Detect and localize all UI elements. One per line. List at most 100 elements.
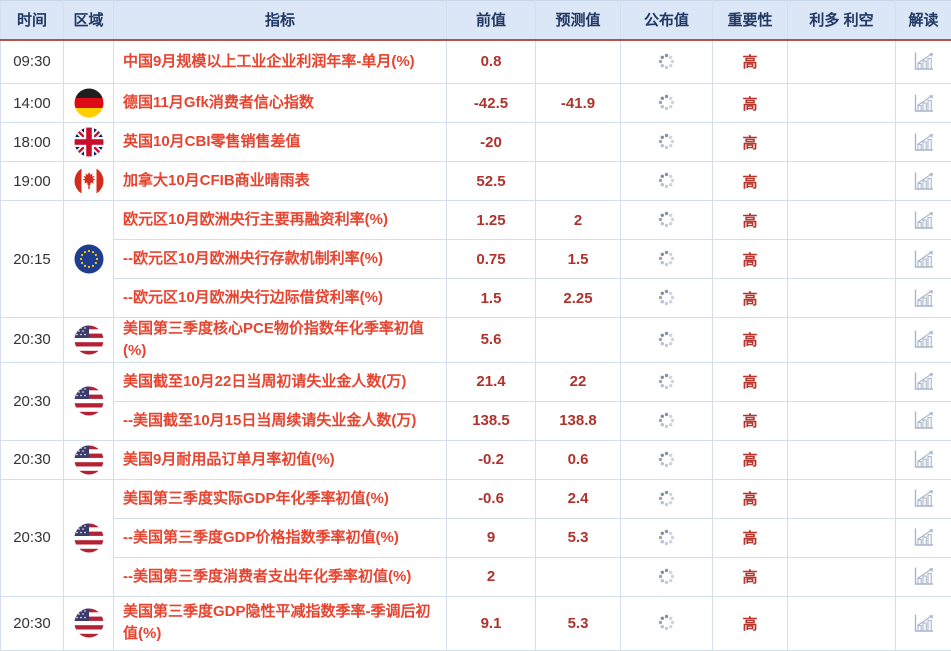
previous-value: 52.5 [447,162,536,201]
importance-badge: 高 [713,40,788,84]
loading-spinner-icon [665,60,668,63]
bull-bear-cell [788,123,896,162]
interpret-cell[interactable] [896,279,951,318]
table-row: --欧元区10月欧洲央行存款机制利率(%) 0.75 1.5 高 [1,240,951,279]
previous-value: 5.6 [447,318,536,363]
flag-canada-icon [74,166,104,196]
indicator-cell[interactable]: 中国9月规模以上工业企业利润年率-单月(%) [114,40,447,84]
bull-bear-cell [788,318,896,363]
trend-chart-icon [912,449,936,470]
trend-chart-icon [912,51,936,72]
published-value-cell [621,201,713,240]
loading-spinner-icon [665,179,668,182]
trend-chart-icon [912,210,936,231]
flag-usa-icon [74,445,104,475]
interpret-cell[interactable] [896,479,951,518]
published-value-cell [621,240,713,279]
interpret-cell[interactable] [896,557,951,596]
interpret-cell[interactable] [896,162,951,201]
interpret-cell[interactable] [896,40,951,84]
forecast-value [536,40,621,84]
importance-badge: 高 [713,596,788,650]
published-value-cell [621,557,713,596]
interpret-cell[interactable] [896,362,951,401]
published-value-cell [621,362,713,401]
region-cell [64,84,114,123]
indicator-cell[interactable]: 欧元区10月欧洲央行主要再融资利率(%) [114,201,447,240]
previous-value: 0.8 [447,40,536,84]
forecast-value [536,162,621,201]
interpret-cell[interactable] [896,240,951,279]
interpret-cell[interactable] [896,318,951,363]
interpret-cell[interactable] [896,401,951,440]
previous-value: -20 [447,123,536,162]
time-cell: 20:30 [1,318,64,363]
trend-chart-icon [912,93,936,114]
previous-value: 138.5 [447,401,536,440]
loading-spinner-icon [665,218,668,221]
indicator-cell[interactable]: 美国截至10月22日当周初请失业金人数(万) [114,362,447,401]
col-header-forecast: 预测值 [536,1,621,40]
published-value-cell [621,479,713,518]
table-row: 20:30 美国截至10月22日当周初请失业金人数(万) 21.4 22 高 [1,362,951,401]
table-row: --欧元区10月欧洲央行边际借贷利率(%) 1.5 2.25 高 [1,279,951,318]
indicator-cell[interactable]: --美国第三季度消费者支出年化季率初值(%) [114,557,447,596]
indicator-cell[interactable]: --欧元区10月欧洲央行边际借贷利率(%) [114,279,447,318]
importance-badge: 高 [713,123,788,162]
interpret-cell[interactable] [896,596,951,650]
indicator-cell[interactable]: 加拿大10月CFIB商业晴雨表 [114,162,447,201]
indicator-cell[interactable]: 英国10月CBI零售销售差值 [114,123,447,162]
col-header-bull-bear: 利多 利空 [788,1,896,40]
indicator-cell[interactable]: 美国9月耐用品订单月率初值(%) [114,440,447,479]
published-value-cell [621,162,713,201]
forecast-value: 2.25 [536,279,621,318]
loading-spinner-icon [665,338,668,341]
forecast-value [536,557,621,596]
indicator-cell[interactable]: 美国第三季度GDP隐性平减指数季率-季调后初值(%) [114,596,447,650]
trend-chart-icon [912,410,936,431]
table-row: 14:00 德国11月Gfk消费者信心指数 -42.5 -41.9 高 [1,84,951,123]
col-header-indicator: 指标 [114,1,447,40]
flag-usa-icon [74,325,104,355]
indicator-cell[interactable]: --美国第三季度GDP价格指数季率初值(%) [114,518,447,557]
forecast-value: 2.4 [536,479,621,518]
forecast-value: -41.9 [536,84,621,123]
forecast-value: 5.3 [536,596,621,650]
loading-spinner-icon [665,536,668,539]
indicator-cell[interactable]: --欧元区10月欧洲央行存款机制利率(%) [114,240,447,279]
bull-bear-cell [788,596,896,650]
flag-usa-icon [74,608,104,638]
interpret-cell[interactable] [896,201,951,240]
time-cell: 20:15 [1,201,64,318]
indicator-cell[interactable]: 德国11月Gfk消费者信心指数 [114,84,447,123]
indicator-cell[interactable]: --美国截至10月15日当周续请失业金人数(万) [114,401,447,440]
forecast-value [536,123,621,162]
table-row: --美国第三季度消费者支出年化季率初值(%) 2 高 [1,557,951,596]
bull-bear-cell [788,557,896,596]
interpret-cell[interactable] [896,123,951,162]
time-cell: 20:30 [1,440,64,479]
interpret-cell[interactable] [896,440,951,479]
interpret-cell[interactable] [896,84,951,123]
bull-bear-cell [788,440,896,479]
interpret-cell[interactable] [896,518,951,557]
bull-bear-cell [788,518,896,557]
trend-chart-icon [912,527,936,548]
indicator-cell[interactable]: 美国第三季度实际GDP年化季率初值(%) [114,479,447,518]
bull-bear-cell [788,479,896,518]
published-value-cell [621,279,713,318]
col-header-time: 时间 [1,1,64,40]
forecast-value: 1.5 [536,240,621,279]
table-row: 20:30 美国第三季度核心PCE物价指数年化季率初值(%) 5.6 高 [1,318,951,363]
flag-usa-icon [74,523,104,553]
table-row: 20:30 美国第三季度实际GDP年化季率初值(%) -0.6 2.4 高 [1,479,951,518]
region-cell [64,318,114,363]
bull-bear-cell [788,84,896,123]
flag-eurozone-icon [74,244,104,274]
loading-spinner-icon [665,621,668,624]
time-cell: 20:30 [1,362,64,440]
indicator-cell[interactable]: 美国第三季度核心PCE物价指数年化季率初值(%) [114,318,447,363]
importance-badge: 高 [713,518,788,557]
previous-value: 9.1 [447,596,536,650]
forecast-value: 0.6 [536,440,621,479]
